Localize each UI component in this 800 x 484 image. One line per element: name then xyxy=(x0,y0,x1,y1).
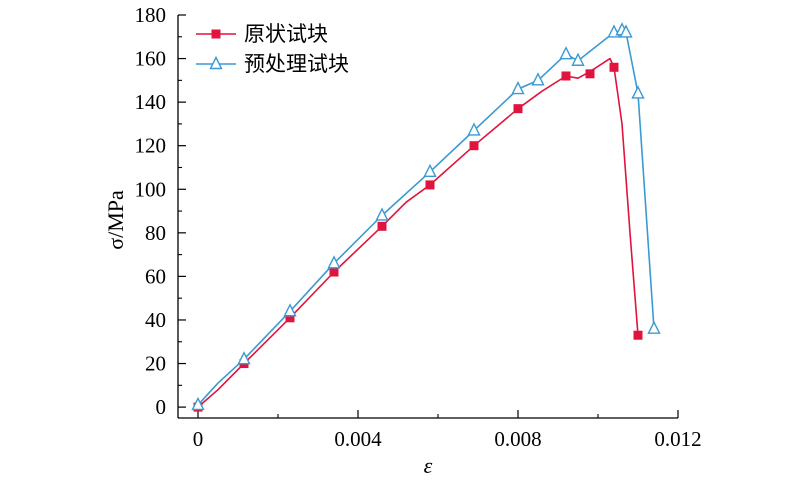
data-point xyxy=(469,141,479,151)
legend-marker xyxy=(209,55,223,70)
x-axis-label: ε xyxy=(424,453,433,478)
legend-label: 原状试块 xyxy=(244,22,328,46)
data-point xyxy=(329,267,339,277)
y-tick-label: 120 xyxy=(135,134,167,158)
data-point xyxy=(631,85,645,99)
data-point xyxy=(559,46,573,60)
x-tick-label: 0.008 xyxy=(494,427,541,451)
axes: 0 20 40 60 80 100 120 140 160 180 0 0.004 0.008 0.012 xyxy=(135,3,702,451)
data-point xyxy=(285,313,295,323)
data-point xyxy=(377,221,387,231)
data-point xyxy=(191,396,205,411)
data-point xyxy=(571,52,585,66)
data-point xyxy=(585,69,595,79)
data-point xyxy=(531,72,545,86)
series-1 xyxy=(193,57,643,412)
series-line xyxy=(197,57,639,408)
y-tick-label: 140 xyxy=(135,90,167,114)
y-tick-label: 40 xyxy=(145,308,166,332)
legend-item: 原状试块 xyxy=(196,22,328,46)
data-point xyxy=(609,62,619,72)
data-point xyxy=(647,320,661,334)
data-point xyxy=(375,207,389,221)
series-line xyxy=(197,29,655,406)
x-tick-label: 0.012 xyxy=(654,427,701,451)
data-point xyxy=(423,163,437,178)
y-tick-label: 80 xyxy=(145,221,166,245)
data-point xyxy=(513,104,523,114)
y-tick-label: 100 xyxy=(135,177,167,201)
y-axis-label: σ/MPa xyxy=(103,190,128,250)
x-tick-label: 0 xyxy=(193,427,204,451)
x-tick-label: 0.004 xyxy=(334,427,382,451)
data-point xyxy=(619,24,633,38)
legend-marker xyxy=(211,29,221,39)
y-tick-label: 0 xyxy=(156,395,167,419)
series-2 xyxy=(191,22,661,411)
legend-item: 预处理试块 xyxy=(196,52,349,76)
data-point xyxy=(237,351,251,365)
data-point xyxy=(561,71,571,81)
plot-area xyxy=(191,22,661,412)
data-point xyxy=(283,303,297,317)
data-point xyxy=(327,255,341,269)
legend-label: 预处理试块 xyxy=(244,52,349,76)
y-tick-label: 180 xyxy=(135,3,167,27)
y-tick-label: 160 xyxy=(135,47,167,71)
data-point xyxy=(633,330,643,340)
y-tick-label: 20 xyxy=(145,352,166,376)
y-tick-label: 60 xyxy=(145,264,166,288)
data-point xyxy=(425,180,435,190)
data-point xyxy=(511,80,525,95)
data-point xyxy=(467,122,481,136)
